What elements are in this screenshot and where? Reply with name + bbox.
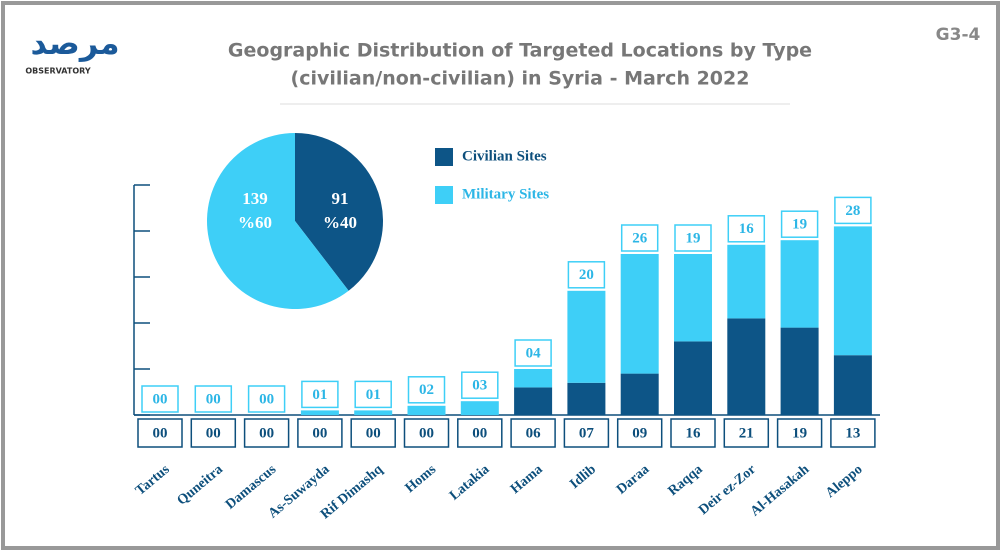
label-box	[457, 418, 503, 448]
chart-title: Geographic Distribution of Targeted Loca…	[228, 40, 812, 62]
pie-percent: %60	[238, 213, 272, 232]
label-box	[727, 215, 766, 243]
data-label: 00	[153, 425, 168, 441]
label-box	[350, 418, 396, 448]
code: G3-4	[936, 25, 981, 45]
logo: مرصد	[30, 24, 119, 62]
label-box	[723, 418, 770, 448]
data-label: 03	[472, 378, 487, 394]
data-label: 26	[632, 230, 648, 246]
label-box	[670, 418, 716, 448]
label-box	[403, 418, 450, 448]
logo-sub: OBSERVATORY	[25, 67, 90, 76]
label-box	[567, 261, 606, 289]
label-box	[616, 418, 663, 448]
bar-segment	[514, 387, 553, 415]
legend-swatch	[435, 148, 453, 166]
label-box	[776, 418, 823, 448]
bar-segment	[833, 355, 872, 415]
data-label: 16	[739, 221, 755, 237]
data-label: 00	[419, 425, 434, 441]
data-label: 20	[579, 267, 594, 283]
bar-segment	[780, 327, 819, 415]
pie-label: 91	[332, 189, 349, 208]
label-box	[461, 371, 499, 399]
label-box	[243, 418, 290, 448]
bar-segment	[780, 240, 819, 328]
data-label: 04	[526, 345, 542, 361]
pie-percent: %40	[323, 213, 357, 232]
label-box	[514, 339, 552, 367]
label-box	[141, 385, 179, 413]
legend-label: Military Sites	[462, 186, 549, 202]
data-label: 00	[472, 425, 487, 441]
label-box	[137, 418, 183, 448]
label-box	[194, 385, 233, 413]
data-label: 06	[526, 425, 542, 441]
data-label: 19	[792, 425, 807, 441]
label-box	[830, 418, 876, 448]
bar-segment	[514, 369, 553, 388]
label-box	[247, 385, 286, 413]
data-label: 28	[845, 203, 860, 219]
data-label: 13	[845, 425, 860, 441]
label-box	[674, 224, 712, 252]
pie-slice	[295, 133, 383, 291]
data-label: 07	[579, 425, 595, 441]
legend-label: Civilian Sites	[462, 148, 547, 164]
bar-segment	[460, 401, 499, 415]
bar-segment	[833, 226, 872, 356]
data-label: 00	[259, 425, 274, 441]
data-label: 00	[366, 425, 381, 441]
legend-swatch	[435, 186, 453, 204]
label-box	[354, 380, 392, 409]
label-box	[563, 418, 610, 448]
label-box	[407, 376, 446, 404]
data-label: 00	[153, 391, 168, 407]
bar-segment	[567, 290, 606, 383]
data-label: 00	[206, 425, 221, 441]
bar-segment	[727, 244, 766, 319]
pie-label: 139	[242, 189, 268, 208]
bar-segment	[567, 382, 606, 415]
bar-segment	[674, 341, 712, 415]
bar-segment	[620, 254, 659, 374]
bar-segment	[620, 373, 659, 415]
data-label: 21	[739, 425, 754, 441]
label-box	[834, 196, 872, 225]
data-label: 09	[632, 425, 647, 441]
label-box	[780, 210, 819, 238]
data-label: 00	[259, 391, 274, 407]
label-box	[620, 224, 659, 252]
bar-segment	[407, 405, 446, 415]
data-label: 19	[686, 230, 701, 246]
data-label: 00	[312, 425, 327, 441]
data-label: 01	[312, 387, 327, 403]
chart-title: (civilian/non-civilian) in Syria - March…	[291, 68, 750, 90]
label-box	[190, 418, 237, 448]
data-label: 02	[419, 382, 434, 398]
bar-segment	[354, 410, 393, 415]
label-box	[297, 418, 343, 448]
bar-segment	[727, 318, 766, 415]
data-label: 00	[206, 391, 221, 407]
label-box	[301, 380, 339, 409]
data-label: 19	[792, 217, 807, 233]
data-label: 01	[366, 387, 381, 403]
data-label: 16	[686, 425, 702, 441]
bar-segment	[674, 254, 712, 342]
bar-segment	[300, 410, 339, 415]
pie-slice	[207, 133, 349, 309]
label-box	[510, 418, 556, 448]
